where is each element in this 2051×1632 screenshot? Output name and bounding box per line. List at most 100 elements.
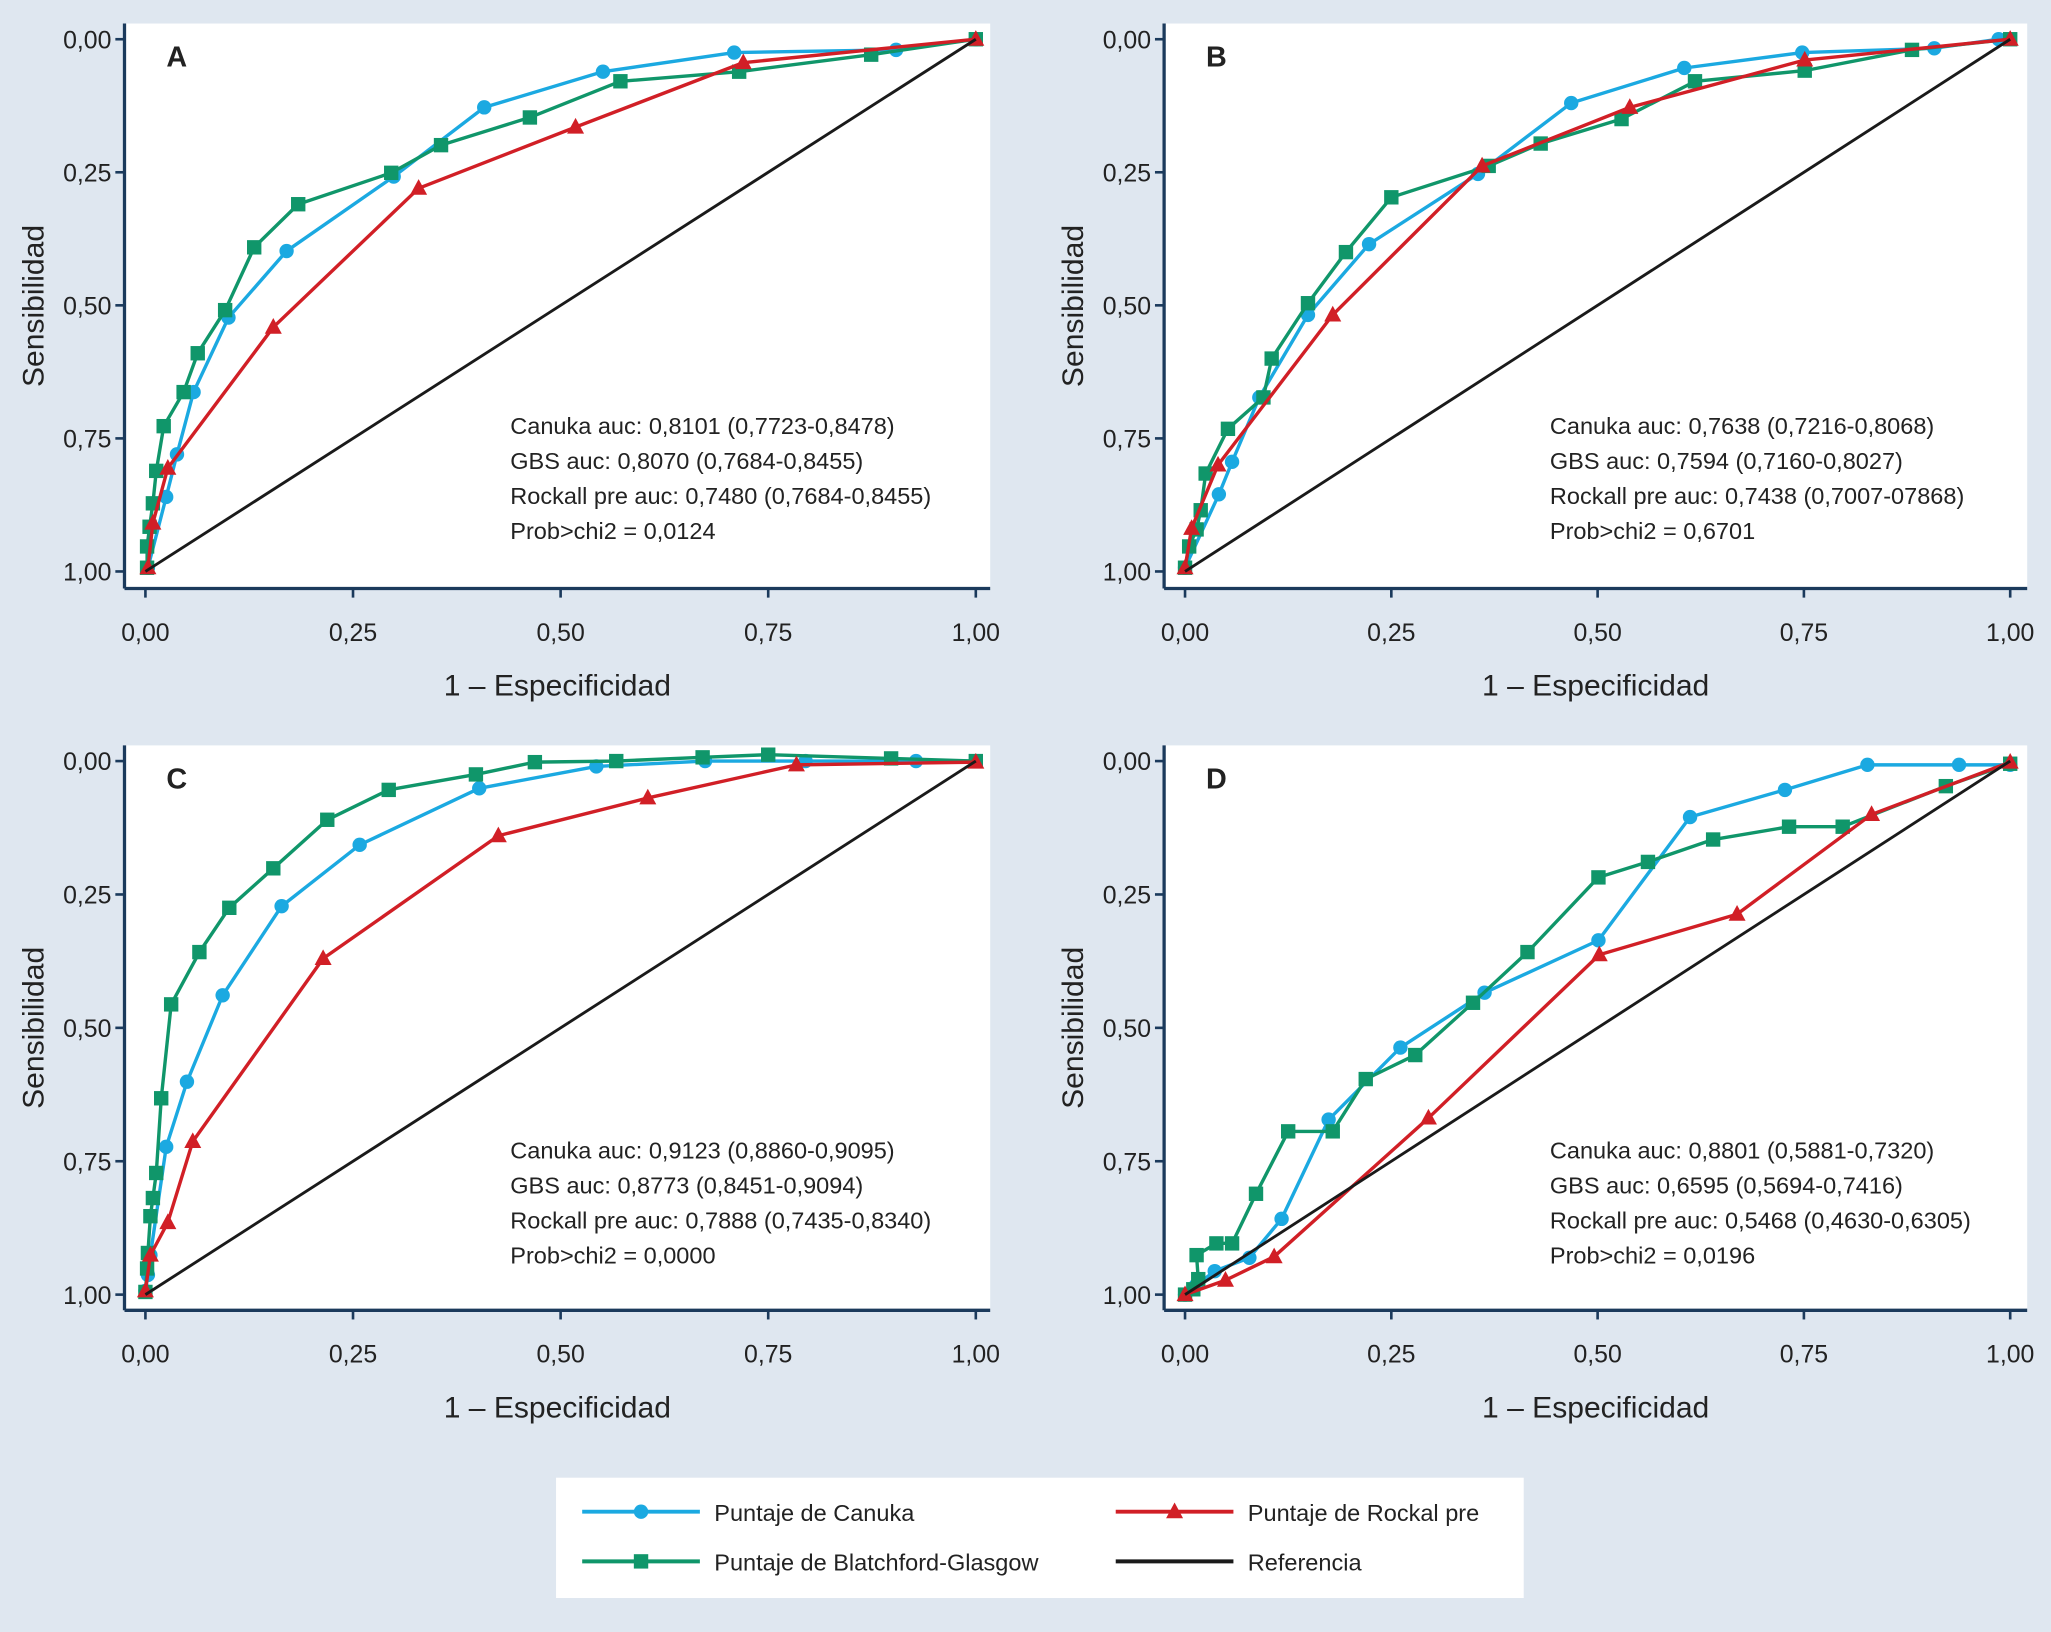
legend-marker [633,1504,649,1519]
gbs-point [222,900,237,915]
series-reference [144,38,977,573]
gbs-point [145,1190,161,1206]
canuka-line [146,37,977,569]
gbs-point [609,753,624,769]
canuka-point [1777,782,1793,798]
canuka-point [1211,487,1227,502]
rockall-point [159,459,177,475]
rockall-point [1209,455,1227,472]
x-tick-label: 0,25 [329,1342,377,1369]
legend-marker [1166,1502,1184,1519]
x-tick-label: 1,00 [952,1342,1000,1369]
reference-line [1184,759,2011,1296]
y-axis-title: Sensibilidad [17,225,50,387]
series-gbs [1177,756,2018,1302]
gbs-point [1224,1236,1240,1251]
series-rockall [1176,30,2019,575]
y-tick-label: 0,25 [63,160,111,187]
gbs-point [1209,1236,1224,1251]
canuka-point [726,45,742,60]
series-reference [144,759,977,1296]
gbs-point [291,197,306,212]
canuka-point [595,64,611,79]
x-tick-label: 0,75 [744,1342,792,1369]
y-tick-label: 0,25 [1103,160,1151,187]
x-axis-title: 1 – Especificidad [1482,670,1709,703]
rockall-point [1216,1271,1234,1287]
panel-b: 0,00 0,25 0,50 0,75 1,00 0,00 0,25 0,50 0,75 1,00… [1057,23,2034,703]
panel-letter: B [1206,42,1227,74]
gbs-point [1705,832,1721,847]
rockall-point [1621,98,1639,114]
reference-line [144,759,977,1296]
series-rockall [139,30,985,575]
y-tick-label: 0,50 [63,294,111,321]
gbs-point [154,1091,169,1106]
rockall-point [1265,1247,1283,1264]
auc-annotation-line: Prob>chi2 = 0,0124 [510,518,715,544]
canuka-point [1677,60,1692,76]
auc-annotation-line: GBS auc: 0,7594 (0,7160-0,8027) [1550,448,1903,474]
auc-annotation-line: Prob>chi2 = 0,0000 [510,1242,715,1268]
auc-annotation-line: Rockall pre auc: 0,7480 (0,7684-0,8455) [510,483,931,509]
rockall-point [1183,519,1201,535]
canuka-point [1321,1112,1336,1127]
canuka-point [352,837,367,853]
gbs-point [1465,995,1481,1010]
gbs-point [527,754,543,770]
panel-letter: C [166,764,187,796]
x-tick-label: 0,00 [1161,1342,1209,1369]
series-reference [1184,759,2011,1296]
y-tick-label: 0,75 [1103,1149,1151,1176]
rockall-point [787,755,805,772]
rockall-point [1324,305,1342,322]
panel-letter: D [1206,764,1227,796]
rockall-line [146,37,976,568]
x-tick-label: 0,75 [1780,620,1828,647]
gbs-point [1835,819,1850,834]
y-tick-label: 0,00 [1103,27,1151,54]
y-tick-label: 0,25 [1103,883,1151,910]
y-tick-label: 0,25 [63,883,111,910]
legend-item-reference: Referencia [1115,1550,1362,1576]
gbs-point [1797,63,1812,78]
series-reference [1184,38,2011,573]
y-tick-label: 1,00 [63,1283,111,1310]
canuka-point [1682,809,1698,825]
reference-line [144,38,977,573]
auc-annotation-line: Canuka auc: 0,8801 (0,5881-0,7320) [1550,1138,1934,1164]
gbs-point [190,346,205,361]
legend-box [556,1477,1524,1598]
y-tick-label: 1,00 [1103,560,1151,587]
rockall-point [734,53,752,70]
auc-annotation-line: GBS auc: 0,6595 (0,5694-0,7416) [1550,1173,1903,1199]
legend-label: Puntaje de Canuka [714,1500,915,1526]
gbs-point [695,750,710,765]
series-rockall [1176,752,2019,1302]
rockall-point [144,513,162,530]
auc-annotation-line: Canuka auc: 0,9123 (0,8860-0,9095) [510,1138,894,1164]
gbs-point [156,418,171,434]
x-tick-label: 0,25 [1367,620,1415,647]
y-tick-label: 0,50 [1103,294,1151,321]
canuka-point [158,1139,174,1155]
legend-label: Puntaje de Rockal pre [1248,1500,1479,1526]
rockall-point [184,1132,202,1149]
legend-item-rockall: Puntaje de Rockal pre [1115,1500,1479,1526]
y-tick-label: 0,75 [63,1149,111,1176]
legend-label: Puntaje de Blatchford-Glasgow [714,1550,1039,1576]
gbs-point [1338,244,1354,260]
gbs-point [1300,296,1316,311]
canuka-point [1393,1040,1408,1055]
x-axis-title: 1 – Especificidad [1482,1392,1709,1425]
gbs-point [1781,819,1797,834]
gbs-point [1591,870,1606,885]
x-axis-title: 1 – Especificidad [444,670,671,703]
auc-annotation-line: Rockall pre auc: 0,7438 (0,7007-07868) [1550,483,1964,509]
x-tick-label: 0,00 [121,620,169,647]
canuka-point [1951,757,1967,773]
gbs-point [1408,1047,1423,1063]
gbs-point [1614,111,1629,127]
x-tick-label: 1,00 [1986,620,2034,647]
auc-annotation-line: Rockall pre auc: 0,7888 (0,7435-0,8340) [510,1207,931,1233]
